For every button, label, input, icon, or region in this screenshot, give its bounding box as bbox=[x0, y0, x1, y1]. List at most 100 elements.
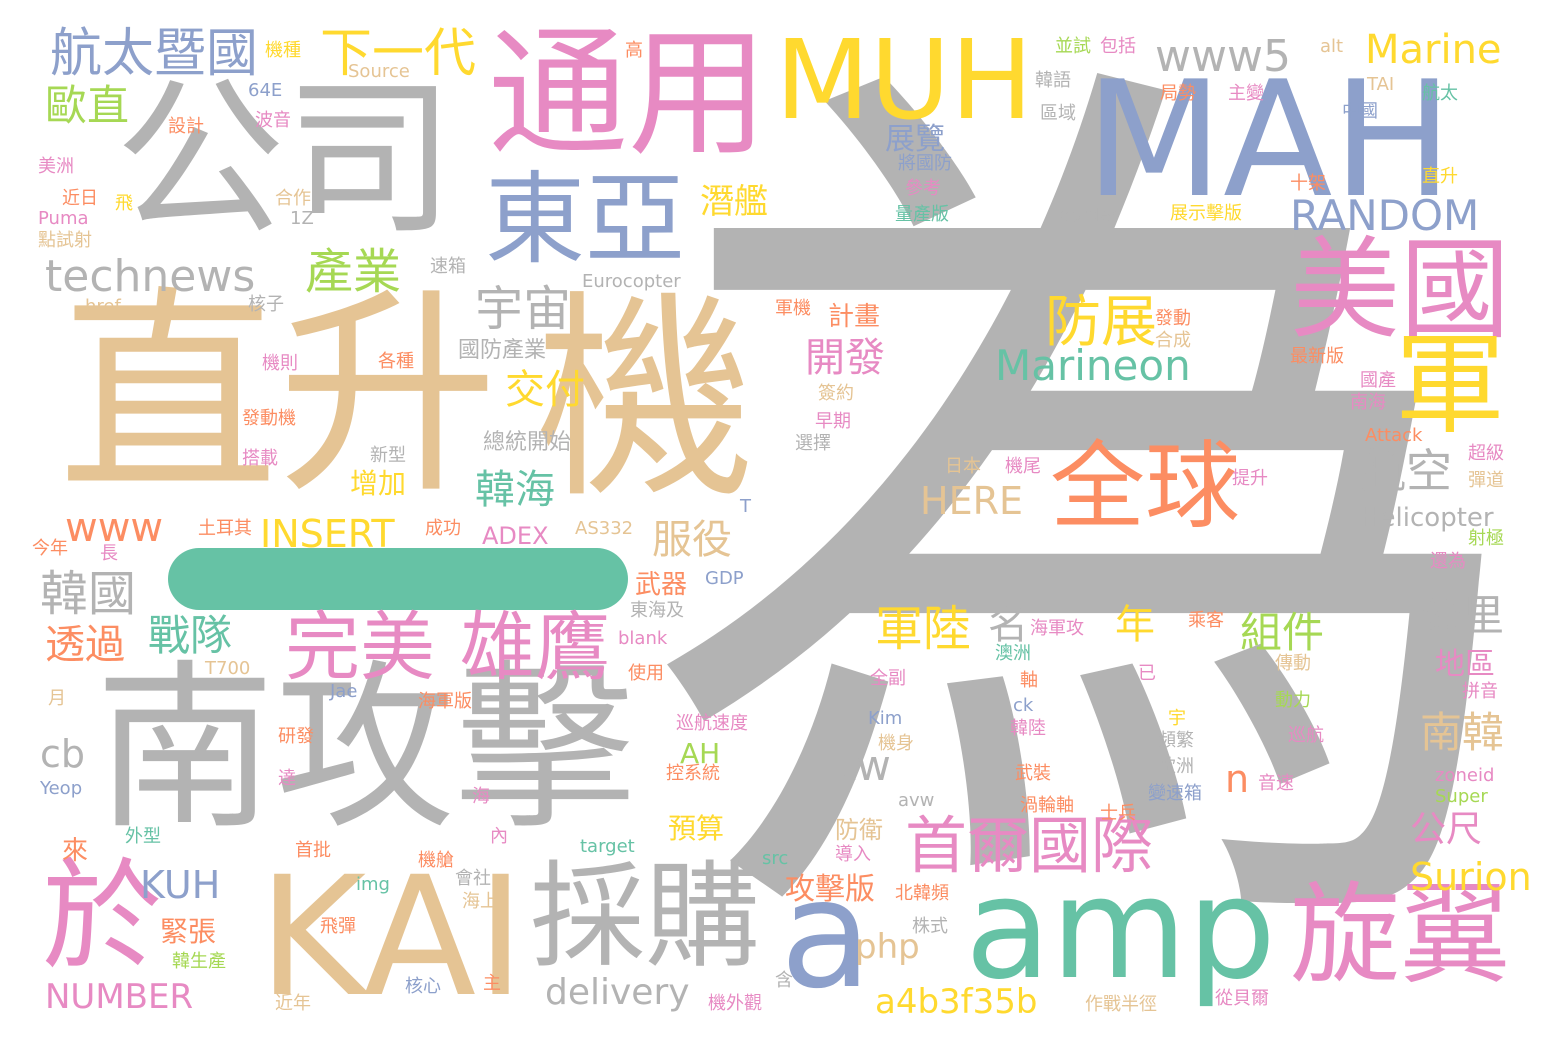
word-jinnian: 今年 bbox=[32, 538, 68, 559]
word-jushi: 局勢 bbox=[1160, 83, 1196, 104]
word-wanmei: 完美 bbox=[285, 603, 436, 691]
word-ming: 名 bbox=[988, 602, 1028, 648]
word-wei: 為 bbox=[640, 0, 1540, 1043]
word-zongtong-kaishi: 總統開始 bbox=[483, 430, 572, 455]
word-dianshishe: 點試射 bbox=[38, 230, 92, 251]
word-nan-gongji: 南攻擊 bbox=[95, 645, 636, 854]
word-xia-yidai: 下一代 bbox=[320, 24, 477, 84]
word-donghaiji: 東海及 bbox=[630, 600, 684, 621]
word-kuh: KUH bbox=[140, 863, 221, 907]
word-fei: 飛 bbox=[115, 193, 133, 214]
word-kongxitong: 控系統 bbox=[666, 763, 720, 784]
word-technews: technews bbox=[45, 251, 256, 302]
word-target: target bbox=[580, 836, 635, 857]
word-gongli: 公里 bbox=[1420, 591, 1505, 640]
word-lai: 來 bbox=[62, 836, 89, 866]
word-jae: Jae bbox=[330, 681, 358, 702]
word-zhubian: 主變 bbox=[1228, 83, 1264, 104]
word-jiwei: 機尾 bbox=[1005, 456, 1041, 477]
word-zuixinban: 最新版 bbox=[1290, 346, 1344, 367]
word-haijunban: 海軍版 bbox=[418, 691, 472, 712]
word-zaoqi: 早期 bbox=[815, 411, 851, 432]
word-marineon: Marineon bbox=[995, 341, 1191, 390]
word-dongya: 東亞 bbox=[485, 161, 685, 278]
word-a: a bbox=[780, 848, 872, 1022]
word-as332: AS332 bbox=[575, 518, 634, 539]
word-xuanze: 選擇 bbox=[795, 433, 831, 454]
word-chang: 長 bbox=[100, 543, 118, 564]
word-zhisheng-small: 直升 bbox=[1422, 166, 1458, 187]
word-shibing: 士兵 bbox=[1100, 803, 1136, 824]
word-aozhou: 澳洲 bbox=[995, 643, 1031, 664]
word-ouzhou: 歐洲 bbox=[1158, 756, 1194, 777]
word-liangchanban: 量產版 bbox=[895, 204, 949, 225]
word-hezuo: 合作 bbox=[275, 188, 311, 209]
word-jiwaiguan: 機外觀 bbox=[708, 993, 762, 1014]
word-feidan: 飛彈 bbox=[320, 916, 356, 937]
word-jihua: 計畫 bbox=[828, 302, 881, 332]
word-gezhong: 各種 bbox=[378, 351, 414, 372]
word-insert: INSERT bbox=[260, 512, 395, 556]
word-fangwei: 防衛 bbox=[835, 816, 883, 844]
word-href: href bbox=[85, 296, 121, 317]
word-chuandong: 傳動 bbox=[1275, 653, 1311, 674]
word-quanqiu: 全球 bbox=[1050, 432, 1241, 542]
word-helicopter: Helicopter bbox=[1360, 503, 1494, 533]
word-ouzhi: 歐直 bbox=[45, 81, 130, 130]
word-dandao: 彈道 bbox=[1468, 470, 1504, 491]
word-hangtai-small: 航太 bbox=[1422, 83, 1458, 104]
word-chenggong: 成功 bbox=[425, 518, 461, 539]
word-marine: Marine bbox=[1365, 27, 1502, 73]
word-bingshi: 並試 bbox=[1055, 36, 1091, 57]
word-suxiang: 速箱 bbox=[430, 256, 466, 277]
word-haiwei: 還為 bbox=[1430, 551, 1466, 572]
word-junji: 軍機 bbox=[775, 298, 811, 319]
word-jinzhang: 緊張 bbox=[160, 915, 217, 948]
word-ji: 機 bbox=[535, 272, 756, 528]
word-fadongji: 發動機 bbox=[242, 408, 296, 429]
word-jiaofu: 交付 bbox=[505, 367, 585, 413]
word-fangzhan: 防展 bbox=[1045, 290, 1157, 355]
word-border: border bbox=[1058, 205, 1118, 226]
word-zhu: 主 bbox=[483, 973, 501, 994]
word-ck: ck bbox=[1013, 695, 1034, 716]
word-puma: Puma bbox=[38, 208, 89, 229]
word-random: RANDOM bbox=[1290, 191, 1480, 240]
word-ah: AH bbox=[680, 737, 721, 770]
word-n: n bbox=[1225, 757, 1250, 801]
word-img: img bbox=[356, 874, 390, 895]
word-wolunzhou: 渦輪軸 bbox=[1020, 795, 1074, 816]
word-jun: 軍 bbox=[1395, 321, 1505, 449]
word-zhandui: 戰隊 bbox=[148, 611, 233, 660]
word-touguo: 透過 bbox=[45, 622, 125, 668]
word-cb: cb bbox=[40, 732, 86, 776]
word-1z: 1Z bbox=[290, 208, 314, 229]
word-hangtai-jiguo: 航太暨國 bbox=[50, 24, 259, 84]
word-xinxing: 新型 bbox=[370, 445, 406, 466]
word-eurocopter: Eurocopter bbox=[582, 271, 681, 292]
word-sheji-small: 射極 bbox=[1468, 528, 1504, 549]
word-jizhong: 機種 bbox=[265, 40, 301, 61]
word-dongli: 動力 bbox=[1275, 690, 1311, 711]
word-gongsi: 公司 bbox=[115, 61, 456, 259]
word-jishen: 機身 bbox=[878, 733, 914, 754]
word-waixing: 外型 bbox=[125, 826, 161, 847]
word-tisheng: 提升 bbox=[1232, 468, 1268, 489]
word-here: HERE bbox=[920, 479, 1023, 523]
word-hangkong: 航空 bbox=[1360, 444, 1452, 498]
word-jize: 機則 bbox=[262, 353, 298, 374]
word-nian: 年 bbox=[1115, 602, 1155, 648]
word-jinnian-recent: 近年 bbox=[275, 993, 311, 1014]
word-yuzhou: 宇宙 bbox=[475, 281, 572, 337]
word-shijia: 十架 bbox=[1290, 173, 1326, 194]
word-zoneid: zoneid bbox=[1435, 765, 1495, 786]
word-gdp: GDP bbox=[705, 568, 744, 589]
word-dazai: 搭載 bbox=[242, 448, 278, 469]
word-nanhai: 南海 bbox=[1350, 392, 1386, 413]
word-shiyong: 使用 bbox=[628, 663, 664, 684]
word-hezi: 核子 bbox=[248, 294, 284, 315]
word-yu-small: 宇 bbox=[1168, 708, 1186, 729]
word-da: 達 bbox=[278, 768, 296, 789]
word-gongjiban: 攻擊版 bbox=[785, 872, 875, 907]
